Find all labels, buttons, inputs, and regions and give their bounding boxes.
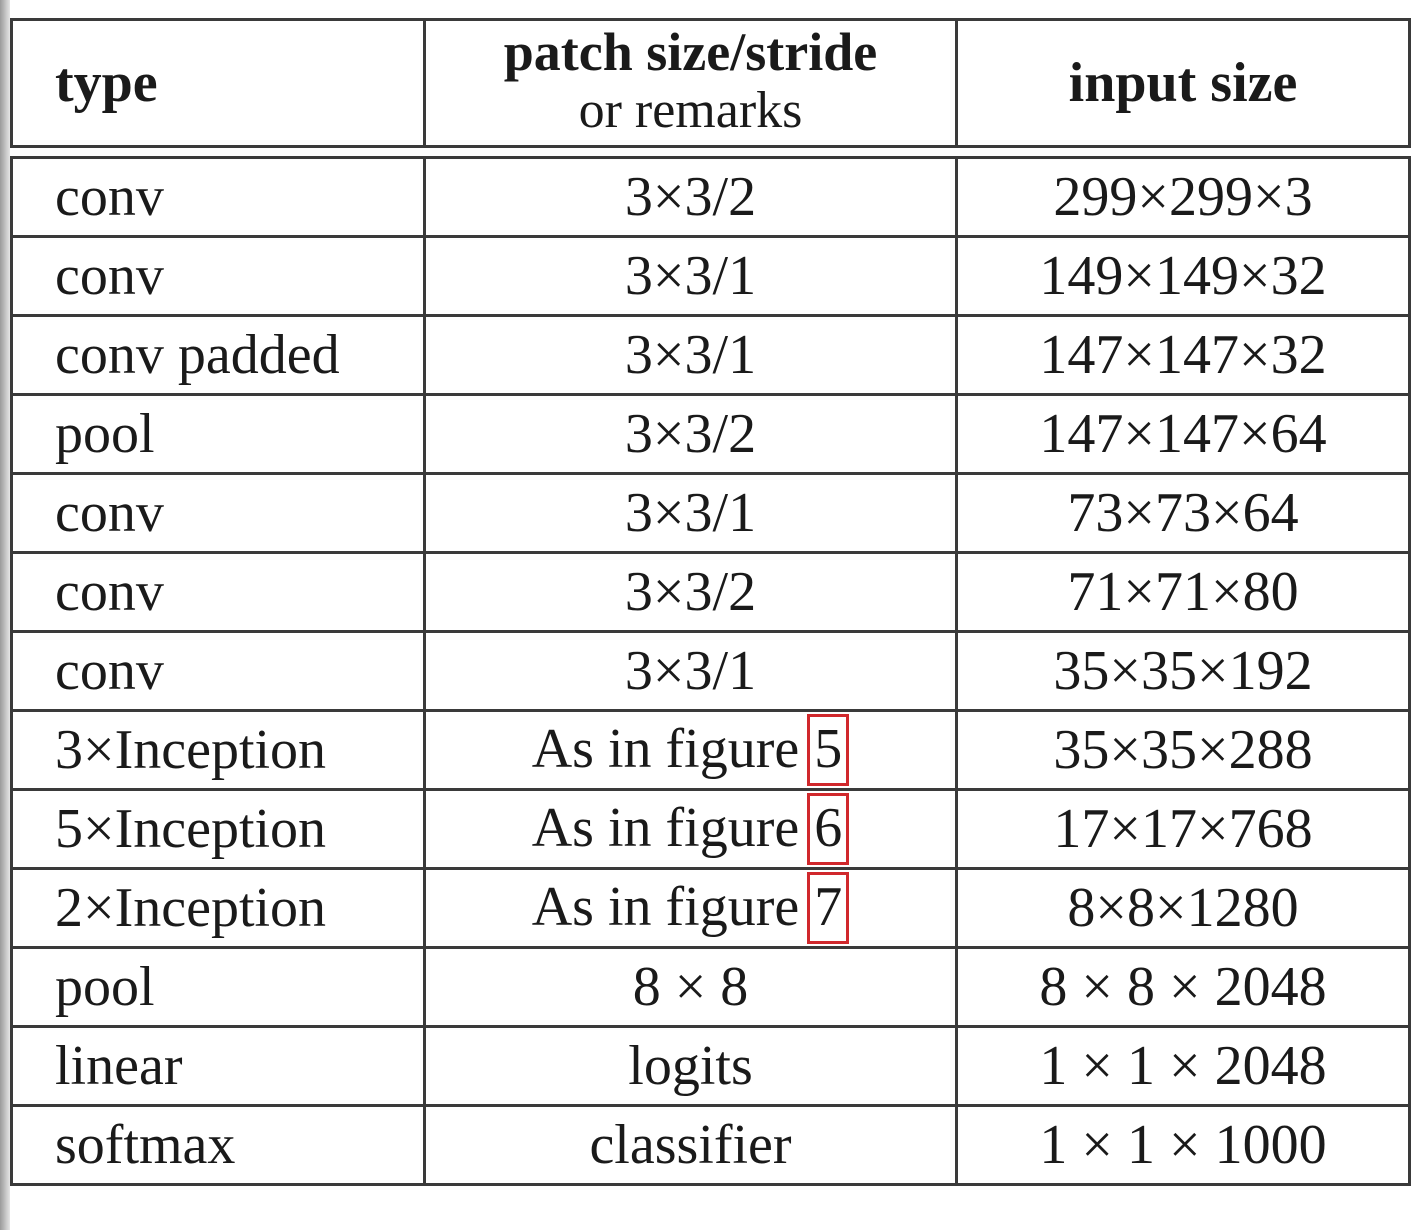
header-row: type patch size/stride or remarks input … bbox=[10, 18, 1411, 148]
header-patch-line2: or remarks bbox=[578, 82, 803, 139]
table-row: pool 8 × 8 8 × 8 × 2048 bbox=[10, 946, 1411, 1028]
figure-ref-text: As in figure bbox=[531, 718, 800, 780]
cell-input: 73×73×64 bbox=[955, 472, 1411, 554]
cell-type: linear bbox=[10, 1025, 426, 1107]
cell-patch: As in figure 6 bbox=[423, 788, 958, 870]
cell-input: 35×35×288 bbox=[955, 709, 1411, 791]
table-row: conv padded 3×3/1 147×147×32 bbox=[10, 314, 1411, 396]
figure-ref-text: As in figure bbox=[531, 797, 800, 859]
cell-input: 8 × 8 × 2048 bbox=[955, 946, 1411, 1028]
table-row: linear logits 1 × 1 × 2048 bbox=[10, 1025, 1411, 1107]
cell-input: 71×71×80 bbox=[955, 551, 1411, 633]
cell-patch: classifier bbox=[423, 1104, 958, 1186]
table-row: 2×Inception As in figure 7 8×8×1280 bbox=[10, 867, 1411, 949]
figure-ref-text: As in figure bbox=[531, 876, 800, 938]
cell-patch: 8 × 8 bbox=[423, 946, 958, 1028]
cell-type: softmax bbox=[10, 1104, 426, 1186]
cell-type: conv bbox=[10, 630, 426, 712]
table-row: conv 3×3/2 71×71×80 bbox=[10, 551, 1411, 633]
table-row: conv 3×3/1 35×35×192 bbox=[10, 630, 1411, 712]
cell-input: 1 × 1 × 2048 bbox=[955, 1025, 1411, 1107]
cell-type: conv bbox=[10, 551, 426, 633]
cell-patch: 3×3/1 bbox=[423, 235, 958, 317]
cell-input: 149×149×32 bbox=[955, 235, 1411, 317]
cell-patch: 3×3/2 bbox=[423, 551, 958, 633]
scan-edge bbox=[0, 0, 10, 1230]
figure-ref-number-highlighted: 7 bbox=[807, 872, 850, 944]
table-row: 5×Inception As in figure 6 17×17×768 bbox=[10, 788, 1411, 870]
cell-type: 2×Inception bbox=[10, 867, 426, 949]
table-row: conv 3×3/1 149×149×32 bbox=[10, 235, 1411, 317]
cell-patch: As in figure 7 bbox=[423, 867, 958, 949]
header-spacer-cell bbox=[11, 145, 1410, 159]
cell-patch: 3×3/1 bbox=[423, 630, 958, 712]
cell-input: 35×35×192 bbox=[955, 630, 1411, 712]
cell-input: 147×147×64 bbox=[955, 393, 1411, 475]
cell-patch: 3×3/2 bbox=[423, 156, 958, 238]
cell-type: pool bbox=[10, 946, 426, 1028]
cell-type: conv bbox=[10, 156, 426, 238]
cell-type: conv padded bbox=[10, 314, 426, 396]
table-row: softmax classifier 1 × 1 × 1000 bbox=[10, 1104, 1411, 1186]
table-row: 3×Inception As in figure 5 35×35×288 bbox=[10, 709, 1411, 791]
header-patch-line1: patch size/stride bbox=[503, 22, 878, 82]
cell-input: 147×147×32 bbox=[955, 314, 1411, 396]
cell-type: pool bbox=[10, 393, 426, 475]
header-patch: patch size/stride or remarks bbox=[423, 18, 958, 148]
header-spacer bbox=[11, 145, 1410, 159]
cell-input: 1 × 1 × 1000 bbox=[955, 1104, 1411, 1186]
architecture-table-container: type patch size/stride or remarks input … bbox=[10, 18, 1411, 1186]
cell-patch: 3×3/2 bbox=[423, 393, 958, 475]
cell-input: 8×8×1280 bbox=[955, 867, 1411, 949]
cell-input: 299×299×3 bbox=[955, 156, 1411, 238]
cell-type: conv bbox=[10, 235, 426, 317]
cell-patch: 3×3/1 bbox=[423, 314, 958, 396]
cell-type: 3×Inception bbox=[10, 709, 426, 791]
cell-patch: logits bbox=[423, 1025, 958, 1107]
figure-ref-number-highlighted: 5 bbox=[807, 714, 850, 786]
architecture-table: type patch size/stride or remarks input … bbox=[10, 18, 1411, 1186]
cell-type: 5×Inception bbox=[10, 788, 426, 870]
figure-ref-number-highlighted: 6 bbox=[807, 793, 850, 865]
header-type: type bbox=[10, 18, 426, 148]
cell-type: conv bbox=[10, 472, 426, 554]
cell-patch: 3×3/1 bbox=[423, 472, 958, 554]
cell-patch: As in figure 5 bbox=[423, 709, 958, 791]
table-row: conv 3×3/2 299×299×3 bbox=[10, 156, 1411, 238]
table-row: pool 3×3/2 147×147×64 bbox=[10, 393, 1411, 475]
header-input: input size bbox=[955, 18, 1411, 148]
table-row: conv 3×3/1 73×73×64 bbox=[10, 472, 1411, 554]
cell-input: 17×17×768 bbox=[955, 788, 1411, 870]
